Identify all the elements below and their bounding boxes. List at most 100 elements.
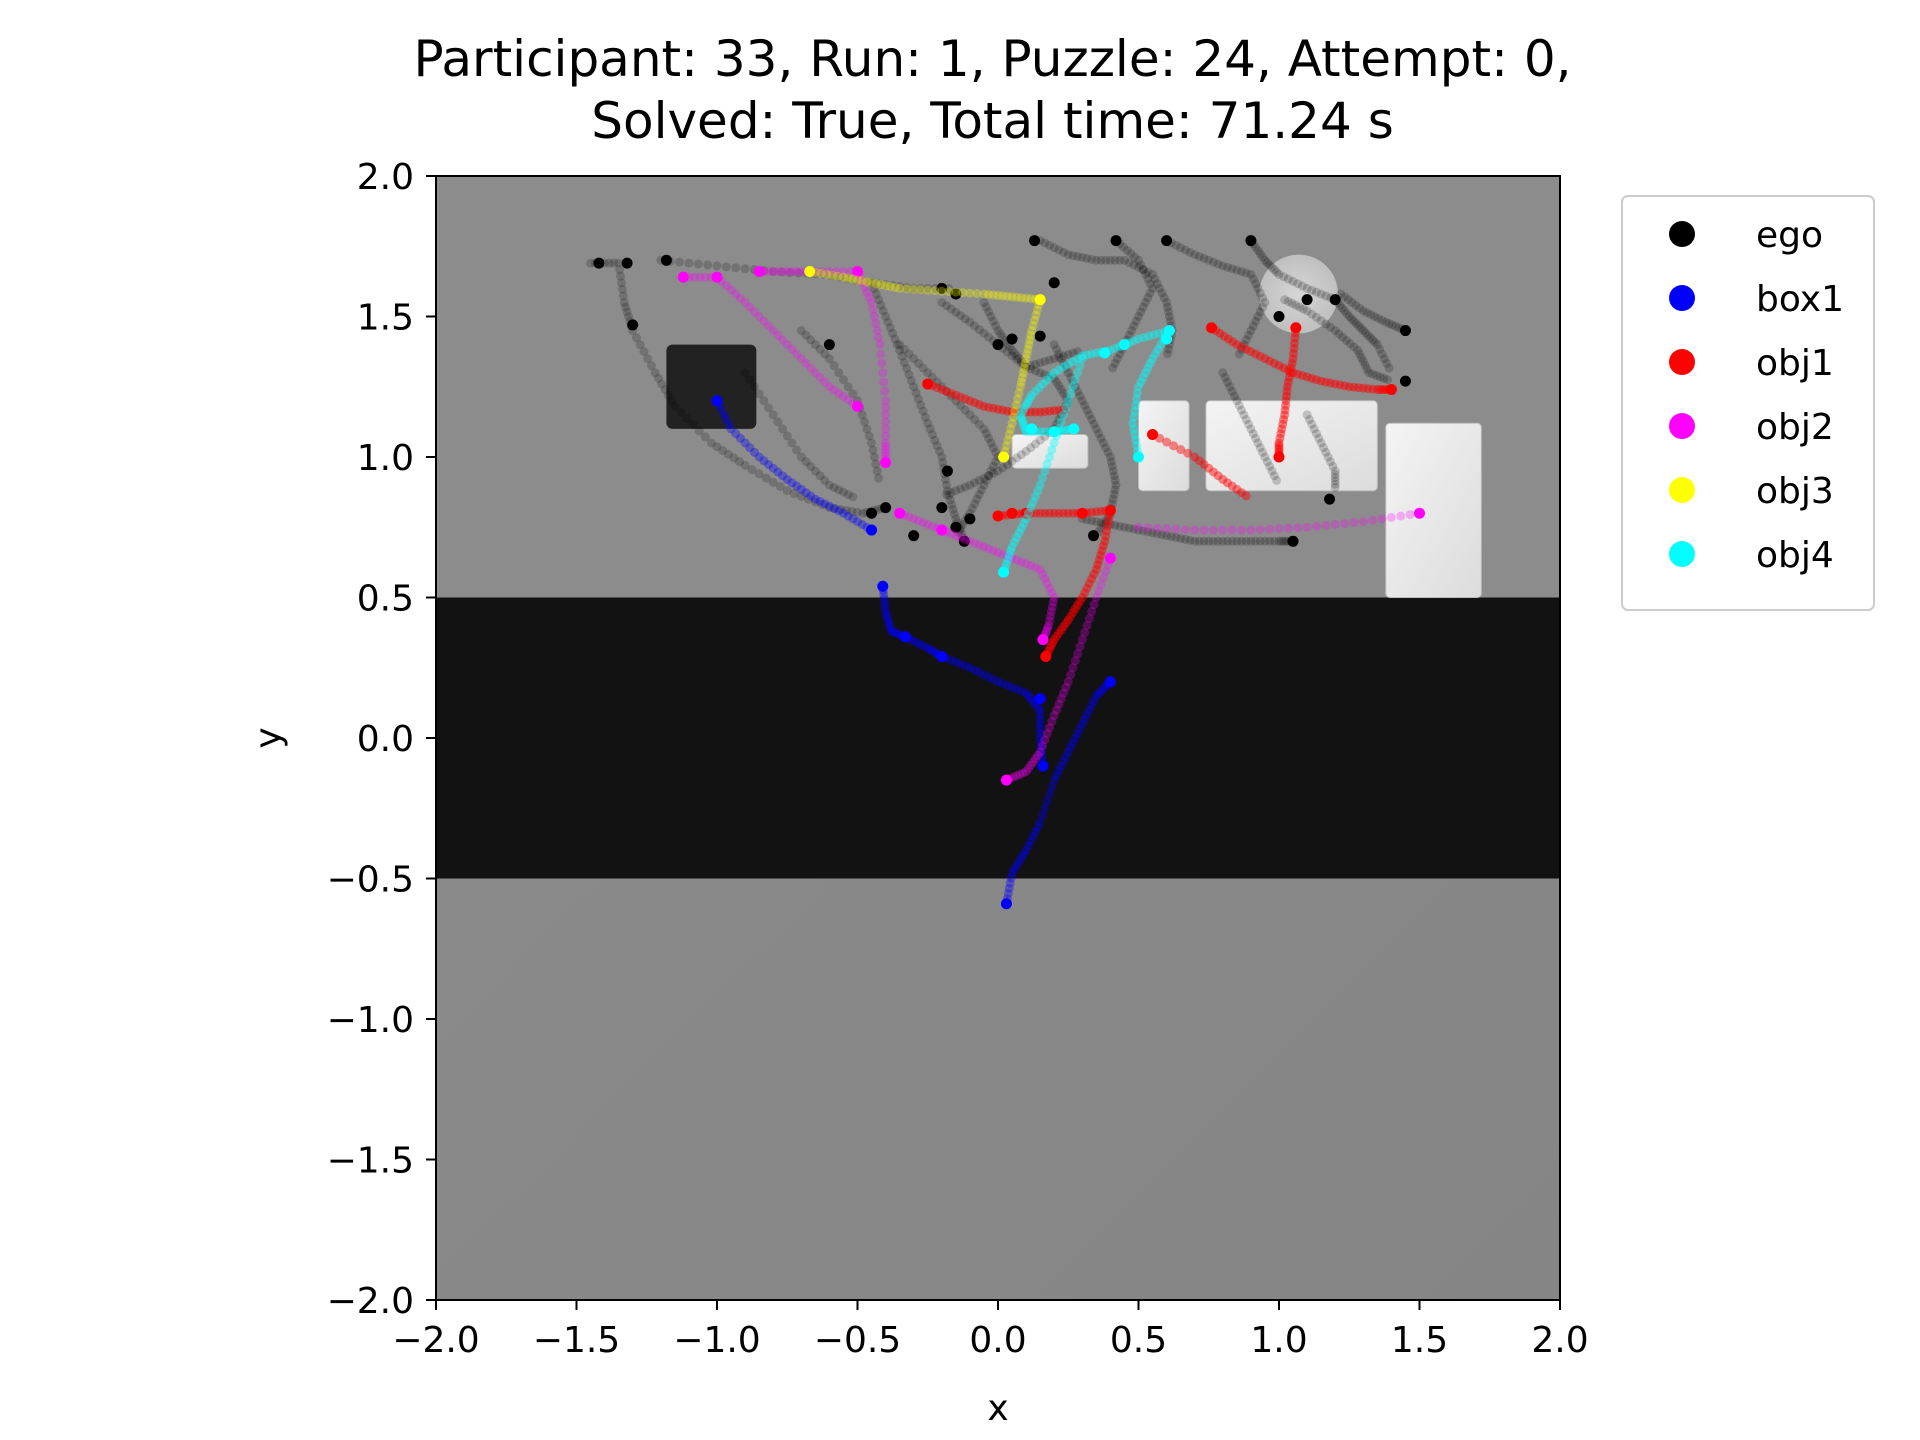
trail-dot-ego bbox=[1138, 302, 1148, 312]
trail-dot-obj4 bbox=[1045, 452, 1055, 462]
trail-dot-obj3 bbox=[1011, 400, 1021, 410]
trail-dot-ego bbox=[1063, 349, 1073, 359]
trail-dot-obj1 bbox=[1103, 521, 1113, 531]
trail-dot-ego bbox=[764, 403, 774, 413]
trail-dot-obj3 bbox=[1031, 310, 1041, 320]
marker-ego bbox=[1324, 493, 1336, 505]
trail-dot-ego bbox=[1353, 345, 1363, 355]
trail-dot-obj1 bbox=[1176, 445, 1186, 455]
trail-dot-ego bbox=[979, 473, 989, 483]
trail-dot-box1 bbox=[974, 667, 984, 677]
trail-dot-ego bbox=[1330, 469, 1340, 479]
legend-label-obj4: obj4 bbox=[1756, 535, 1834, 576]
trail-dot-ego bbox=[847, 506, 857, 516]
trail-dot-ego bbox=[768, 267, 778, 277]
trail-dot-obj3 bbox=[1022, 349, 1032, 359]
trail-dot-ego bbox=[1262, 457, 1272, 467]
trail-dot-ego bbox=[1302, 410, 1312, 420]
trail-dot-obj2 bbox=[881, 438, 891, 448]
trail-dot-obj3 bbox=[951, 287, 961, 297]
trail-dot-ego bbox=[1108, 466, 1118, 476]
trail-dot-obj1 bbox=[1087, 574, 1097, 584]
trail-dot-box1 bbox=[1003, 888, 1013, 898]
trail-dot-obj1 bbox=[1344, 382, 1354, 392]
trail-dot-ego bbox=[777, 267, 787, 277]
trail-dot-obj2 bbox=[796, 267, 806, 277]
trail-dot-ego bbox=[946, 488, 956, 498]
marker-obj2 bbox=[880, 457, 892, 469]
trail-dot-ego bbox=[1180, 245, 1190, 255]
trail-dot-ego bbox=[1321, 447, 1331, 457]
trail-dot-obj2 bbox=[1043, 623, 1053, 633]
trail-dot-obj2 bbox=[1045, 616, 1055, 626]
trail-dot-obj2 bbox=[868, 304, 878, 314]
trail-dot-obj2 bbox=[1405, 510, 1415, 520]
trail-dot-obj1 bbox=[1286, 363, 1296, 373]
trail-dot-obj2 bbox=[1152, 523, 1162, 533]
trail-dot-obj3 bbox=[1008, 412, 1018, 422]
trail-dot-ego bbox=[1253, 245, 1263, 255]
marker-obj4 bbox=[1068, 423, 1080, 435]
trail-dot-ego bbox=[1307, 285, 1317, 295]
trail-dot-obj2 bbox=[877, 358, 887, 368]
trail-dot-box1 bbox=[1035, 714, 1045, 724]
trail-dot-ego bbox=[1222, 262, 1232, 272]
trail-dot-obj2 bbox=[1054, 699, 1064, 709]
trail-dot-obj2 bbox=[874, 333, 884, 343]
trail-dot-ego bbox=[754, 389, 764, 399]
trail-dot-box1 bbox=[1045, 789, 1055, 799]
trail-dot-ego bbox=[995, 329, 1005, 339]
trail-dot-obj2 bbox=[1049, 711, 1059, 721]
trail-dot-obj1 bbox=[1274, 438, 1284, 448]
trail-dot-ego bbox=[1288, 276, 1298, 286]
trail-dot-ego bbox=[1049, 243, 1059, 253]
trail-dot-ego bbox=[1101, 519, 1111, 529]
trail-dot-ego bbox=[986, 438, 996, 448]
trail-dot-obj4 bbox=[1130, 430, 1140, 440]
trail-dot-obj4 bbox=[1034, 383, 1044, 393]
trail-dot-obj4 bbox=[1017, 415, 1027, 425]
trail-dot-ego bbox=[1304, 415, 1314, 425]
trail-dot-obj4 bbox=[1130, 406, 1140, 416]
trail-dot-ego bbox=[984, 433, 994, 443]
trail-dot-ego bbox=[841, 505, 851, 515]
trail-dot-obj2 bbox=[970, 538, 980, 548]
trail-dot-box1 bbox=[1035, 705, 1045, 715]
trail-dot-obj1 bbox=[937, 385, 947, 395]
trail-dot-ego bbox=[1287, 298, 1297, 308]
trail-dot-ego bbox=[1265, 461, 1275, 471]
trail-dot-obj2 bbox=[909, 514, 919, 524]
trail-dot-ego bbox=[1152, 529, 1162, 539]
trail-dot-obj3 bbox=[867, 278, 877, 288]
trail-dot-obj1 bbox=[1232, 484, 1242, 494]
trail-dot-ego bbox=[1080, 400, 1090, 410]
trail-dot-ego bbox=[1129, 524, 1139, 534]
trail-dot-ego bbox=[1355, 349, 1365, 359]
trail-dot-ego bbox=[621, 302, 631, 312]
trail-dot-ego bbox=[1295, 302, 1305, 312]
trail-dot-obj2 bbox=[1171, 524, 1181, 534]
trail-dot-obj1 bbox=[998, 405, 1008, 415]
trail-dot-obj1 bbox=[1255, 351, 1265, 361]
trail-dot-obj1 bbox=[1289, 338, 1299, 348]
trail-dot-obj4 bbox=[1148, 354, 1158, 364]
trail-dot-obj4 bbox=[1129, 336, 1139, 346]
trail-dot-ego bbox=[1021, 446, 1031, 456]
trail-dot-ego bbox=[1007, 351, 1017, 361]
series-obj1 bbox=[922, 322, 1397, 663]
trail-dot-ego bbox=[768, 410, 778, 420]
trail-dot-obj4 bbox=[1128, 418, 1138, 428]
trail-dot-ego bbox=[993, 466, 1003, 476]
trail-dot-ego bbox=[1054, 349, 1064, 359]
trail-dot-obj2 bbox=[1073, 649, 1083, 659]
trail-dot-ego bbox=[1190, 250, 1200, 260]
trail-dot-ego bbox=[688, 420, 698, 430]
y-axis-label: y bbox=[248, 727, 289, 748]
trail-dot-ego bbox=[1162, 297, 1172, 307]
trail-dot-ego bbox=[1237, 344, 1247, 354]
x-tick-label: 1.5 bbox=[1391, 1320, 1448, 1361]
trail-dot-ego bbox=[1330, 473, 1340, 483]
trail-dot-obj3 bbox=[1003, 435, 1013, 445]
trail-dot-obj4 bbox=[1049, 438, 1059, 448]
trail-dot-obj3 bbox=[1002, 291, 1012, 301]
